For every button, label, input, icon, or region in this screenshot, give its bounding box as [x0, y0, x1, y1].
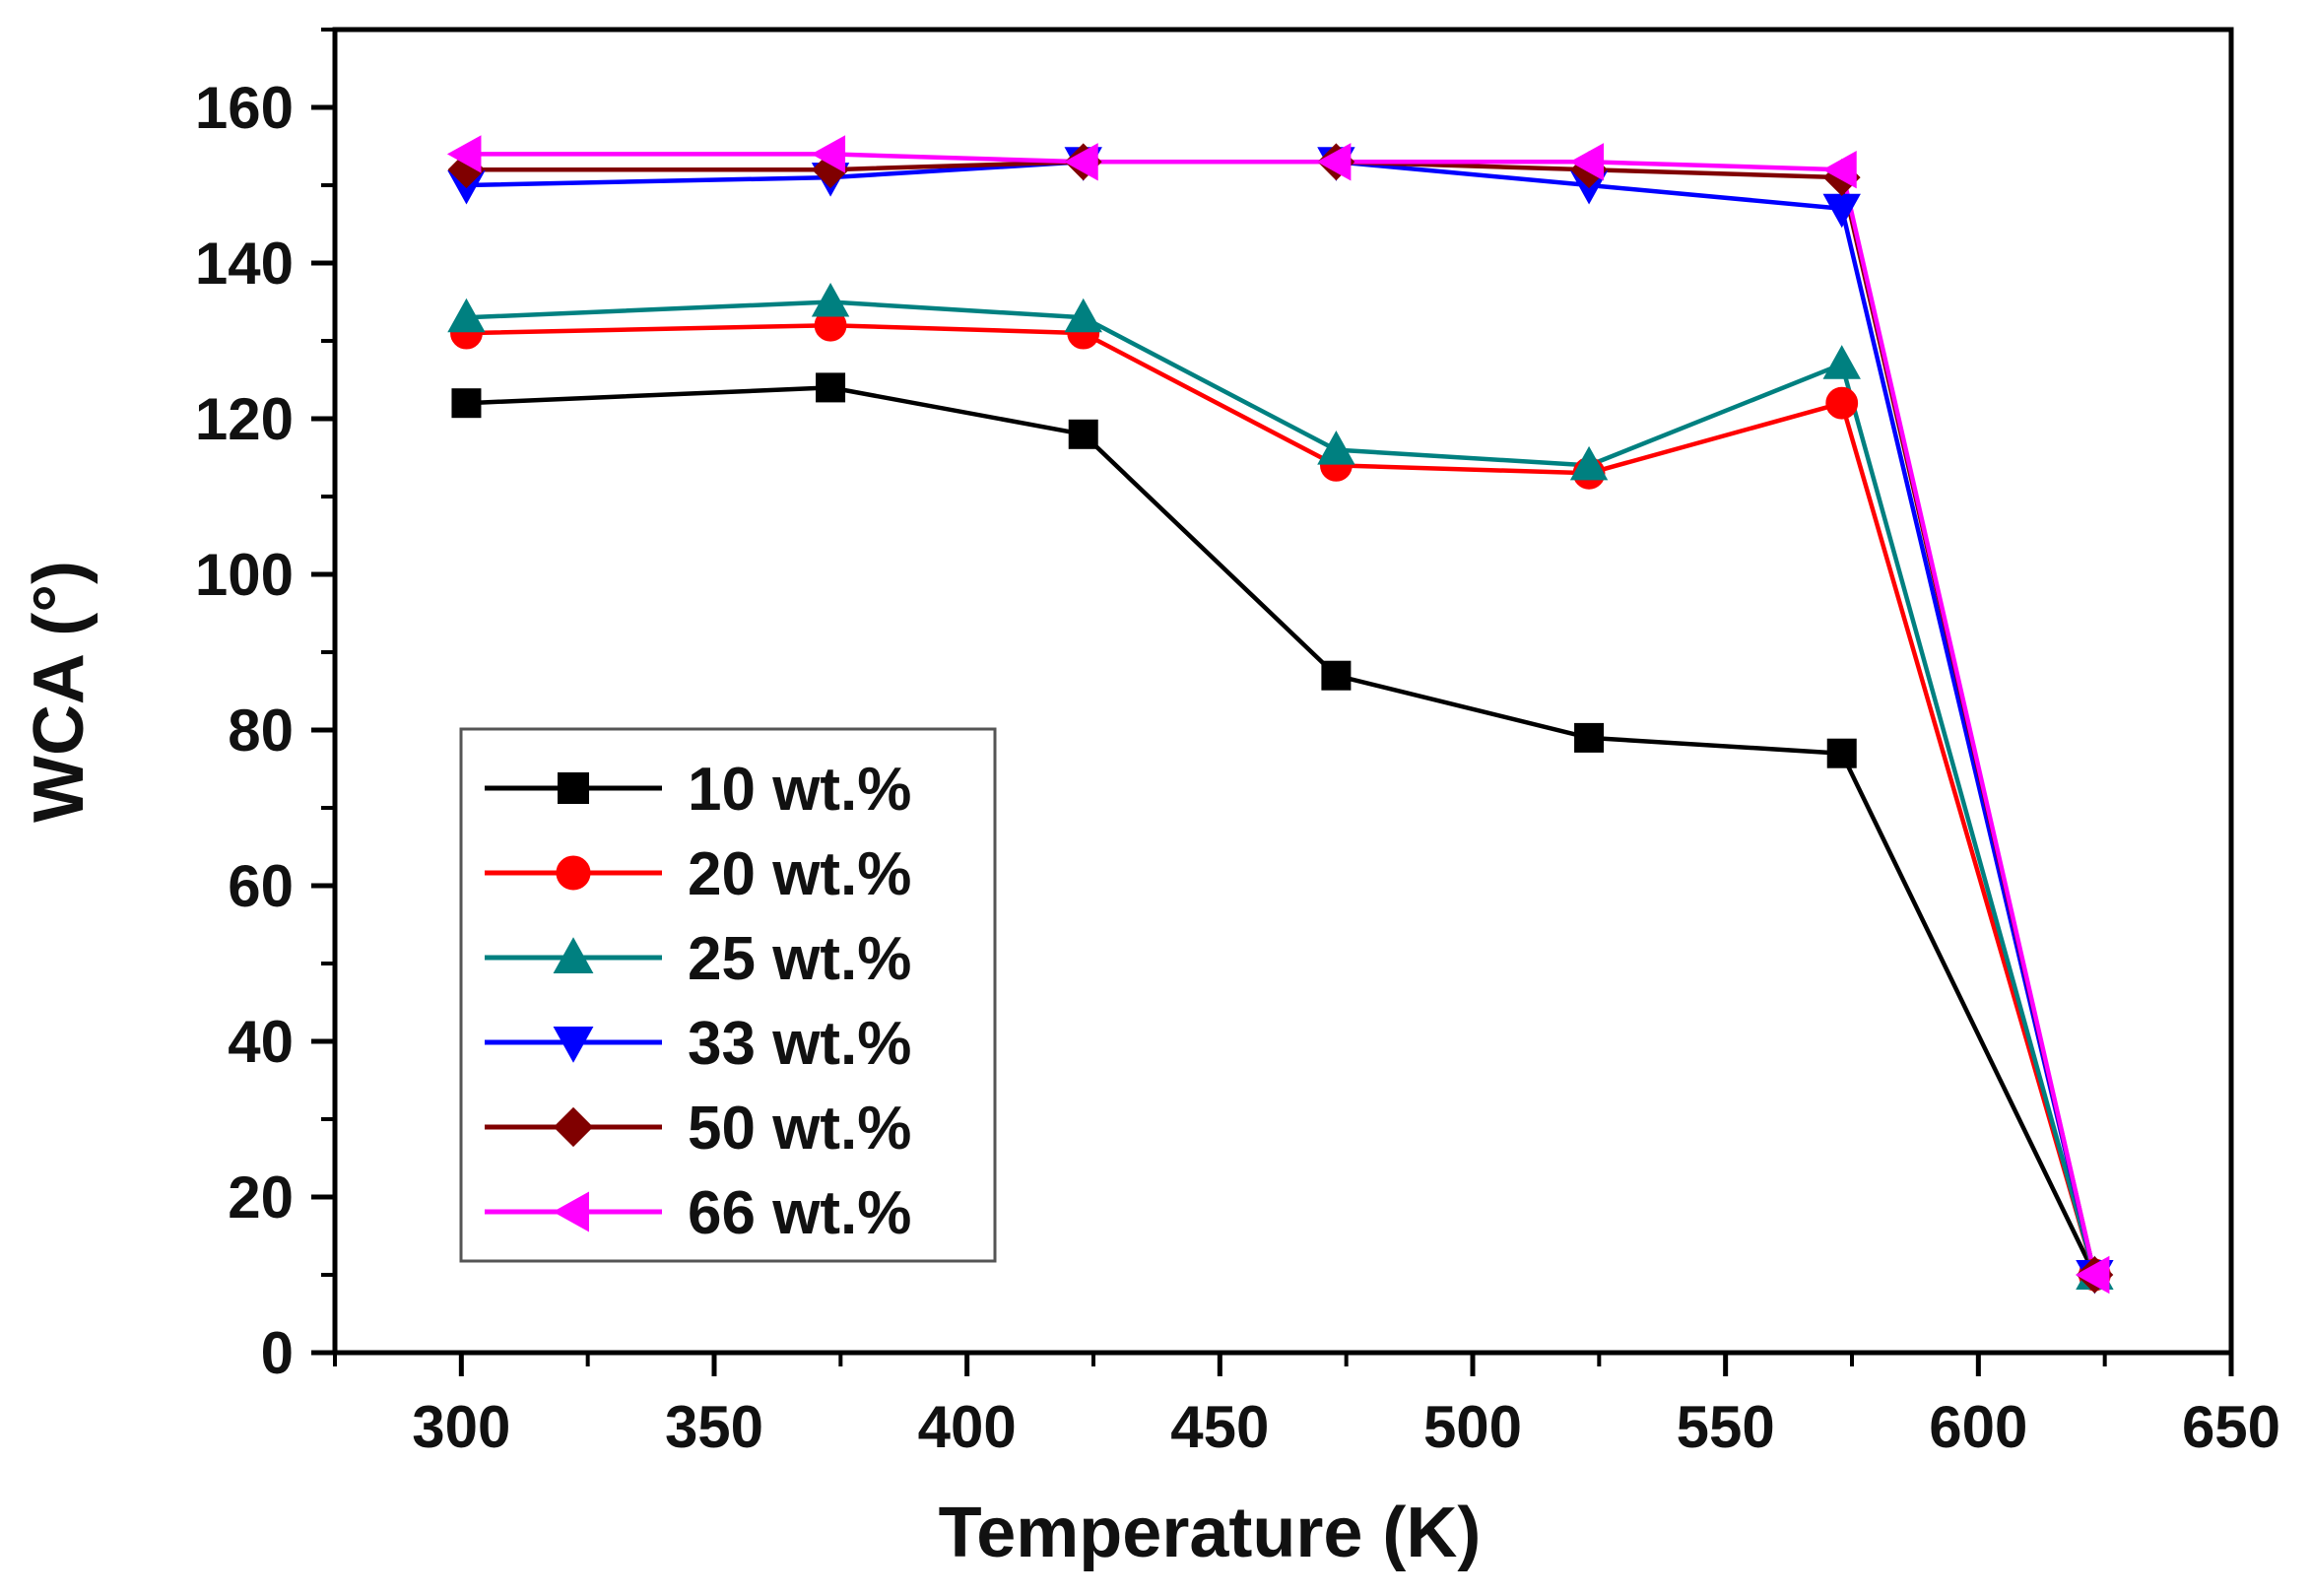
x-tick-label: 400 [918, 1394, 1017, 1460]
data-point [446, 135, 482, 173]
data-point [1569, 445, 1609, 481]
y-tick-label: 120 [195, 386, 294, 452]
data-point [811, 282, 850, 317]
data-point [2075, 1255, 2110, 1295]
data-point [451, 388, 482, 419]
y-tick-label: 80 [228, 698, 294, 764]
y-tick-label: 140 [195, 231, 294, 297]
legend: 10 wt.% 20 wt.% 25 wt.% 33 wt.% 50 wt.% 66 wt… [459, 727, 997, 1263]
legend-label: 66 wt.% [688, 1179, 911, 1247]
plot-area [332, 27, 2234, 1356]
data-point [1574, 722, 1605, 753]
legend-label: 50 wt.% [688, 1095, 911, 1163]
legend-label: 33 wt.% [688, 1010, 911, 1078]
data-point [447, 298, 486, 333]
legend-marker [553, 1027, 594, 1063]
data-point [816, 372, 846, 403]
legend-marker [558, 772, 589, 804]
data-point [1822, 345, 1861, 379]
data-point [1064, 298, 1102, 333]
y-tick-label: 160 [195, 75, 294, 141]
x-tick-label: 300 [412, 1394, 510, 1460]
data-point [1569, 143, 1605, 181]
y-tick-label: 40 [228, 1009, 294, 1075]
legend-label: 20 wt.% [688, 840, 911, 908]
legend-label: 25 wt.% [688, 925, 911, 993]
y-axis-title: WCA (°) [20, 561, 99, 823]
data-point [1321, 660, 1352, 691]
axis-ticks: 300 350 400 450 500 550 600 650 0 20 40 60 80 100 120 1… [195, 28, 2280, 1460]
series-layer [446, 135, 2114, 1295]
data-point [1825, 386, 1859, 420]
plot-frame [332, 27, 2234, 1356]
y-tick-label: 60 [228, 853, 294, 919]
x-tick-label: 650 [2182, 1394, 2280, 1460]
y-tick-label: 100 [195, 542, 294, 608]
data-point [1826, 738, 1857, 768]
legend-marker [556, 855, 591, 891]
legend-marker [553, 1106, 594, 1148]
x-tick-label: 550 [1677, 1394, 1775, 1460]
legend-marker [553, 1191, 589, 1232]
data-point [1316, 143, 1352, 181]
x-tick-label: 350 [665, 1394, 763, 1460]
x-tick-label: 500 [1423, 1394, 1522, 1460]
data-point [1822, 151, 1857, 189]
x-axis-title: Temperature (K) [939, 1494, 1482, 1572]
y-tick-label: 0 [261, 1320, 294, 1386]
x-tick-label: 600 [1929, 1394, 2027, 1460]
legend-label: 10 wt.% [688, 756, 911, 824]
x-tick-label: 450 [1170, 1394, 1269, 1460]
data-point [1068, 419, 1098, 449]
data-point [811, 135, 846, 173]
data-point [1317, 431, 1355, 465]
legend-box [459, 727, 997, 1263]
legend-marker [553, 937, 594, 973]
y-tick-label: 20 [228, 1164, 294, 1230]
data-point [1064, 143, 1098, 181]
